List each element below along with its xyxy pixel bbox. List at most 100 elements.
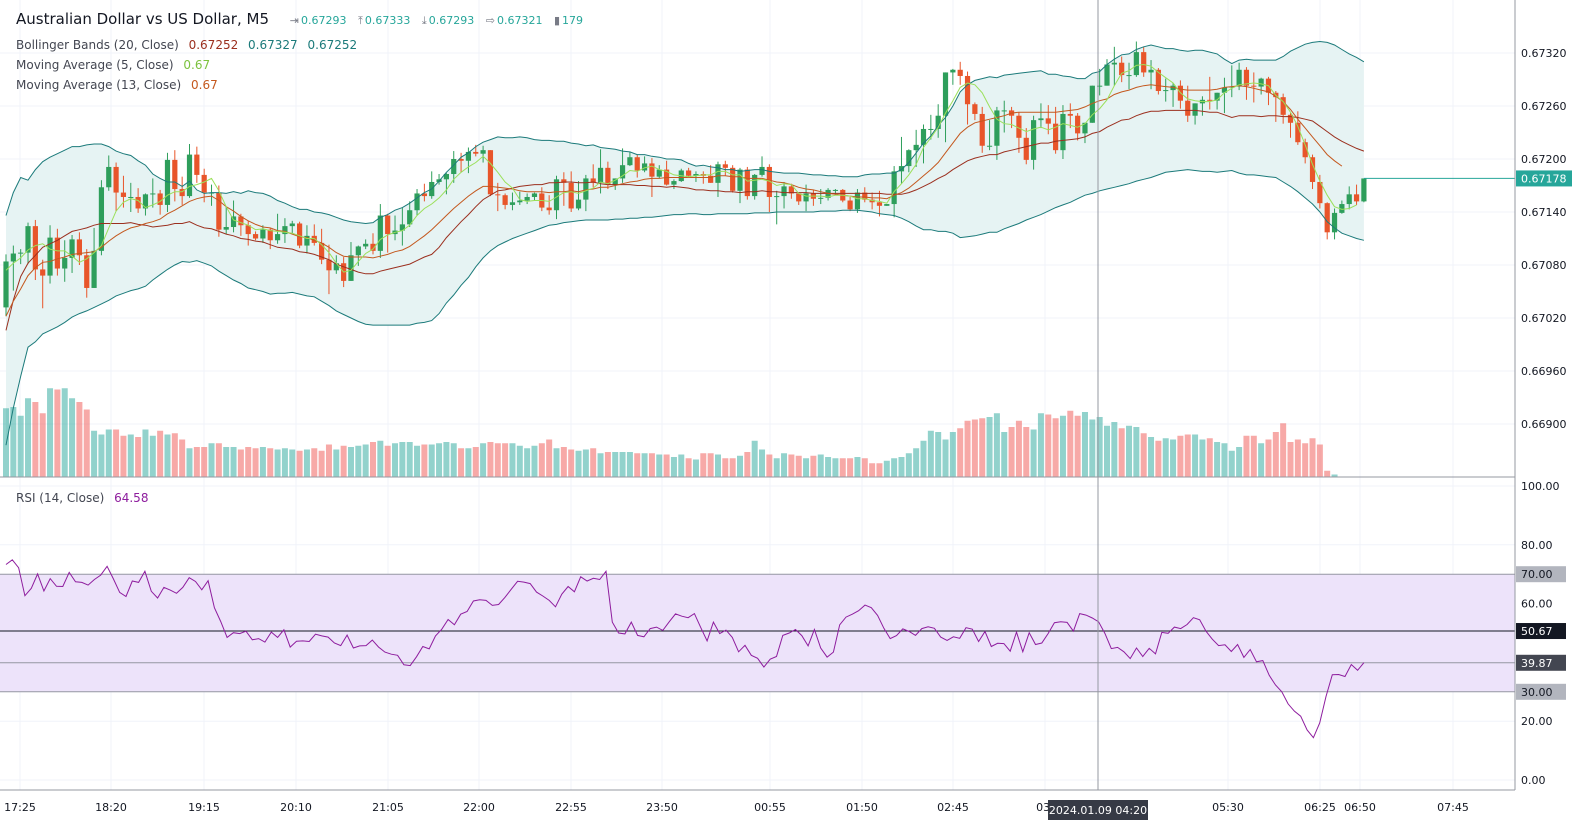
volume-bar <box>766 454 773 477</box>
candle-body <box>1016 115 1022 138</box>
candle-body <box>781 186 787 197</box>
volume-bar <box>575 450 582 477</box>
candle-body <box>1309 157 1316 182</box>
price-tick-label: 0.67080 <box>1521 259 1567 272</box>
candle-body <box>274 234 281 241</box>
volume-bar <box>1206 438 1213 477</box>
candle-body <box>730 167 736 191</box>
price-tick-label: 0.67200 <box>1521 153 1567 166</box>
volume-bar <box>1030 429 1037 477</box>
candle-body <box>142 194 149 209</box>
volume-bar <box>61 388 68 477</box>
volume-bar <box>1023 427 1030 477</box>
volume-bar <box>186 448 193 477</box>
ma13-value: 0.67 <box>191 78 218 92</box>
volume-bar <box>1148 437 1155 477</box>
rsi-tag-30-label: 30.00 <box>1521 686 1553 699</box>
volume-bar <box>384 445 391 477</box>
candle-body <box>1317 181 1323 204</box>
volume-bar <box>333 449 340 477</box>
candle-body <box>230 216 237 228</box>
volume-bar <box>1155 440 1162 477</box>
volume-bar <box>428 444 435 477</box>
volume-bar <box>1037 413 1044 477</box>
volume-bar <box>311 448 318 477</box>
time-tick-label: 02:45 <box>937 801 969 814</box>
candle-body <box>157 193 163 205</box>
volume-bar <box>1015 420 1022 477</box>
ma5-label: Moving Average (5, Close) <box>16 58 174 72</box>
volume-bar <box>1184 434 1191 477</box>
volume-bar <box>986 417 993 477</box>
price-tick-label: 0.67140 <box>1521 206 1567 219</box>
candle-body <box>304 235 310 246</box>
volume-bar <box>91 430 98 477</box>
volume-bar <box>259 447 266 477</box>
candle-body <box>1324 203 1330 233</box>
candle-body <box>311 235 317 243</box>
volume-bar <box>729 458 736 477</box>
candle-body <box>1185 100 1191 116</box>
candle-body <box>172 159 178 190</box>
volume-bar <box>670 457 677 477</box>
volume-bar <box>700 453 707 477</box>
candle-body <box>128 196 134 198</box>
ma13-legend[interactable]: Moving Average (13, Close) 0.67 <box>16 78 218 92</box>
candle-body <box>62 257 68 269</box>
volume-bar <box>759 449 766 477</box>
candle-body <box>722 164 728 168</box>
ma5-legend[interactable]: Moving Average (5, Close) 0.67 <box>16 58 210 72</box>
rsi-tag-mid-label: 50.67 <box>1521 625 1553 638</box>
candle-body <box>377 215 383 251</box>
volume-bar <box>656 454 663 477</box>
ohlc-values: ⇥ 0.67293 ⤒ 0.67333 ⤓ 0.67293 ⇨ 0.67321 ▮ 179 <box>282 14 583 27</box>
candle-body <box>245 225 251 235</box>
volume-bar <box>47 388 54 477</box>
candle-body <box>986 145 993 147</box>
rsi-tag-70-label: 70.00 <box>1521 568 1553 581</box>
volume-bar <box>237 449 244 477</box>
volume-bar <box>10 407 17 477</box>
candle-body <box>3 261 9 308</box>
candle-body <box>649 163 655 177</box>
low-value: 0.67293 <box>428 14 475 27</box>
candle-body <box>487 150 494 195</box>
rsi-tick-label: 60.00 <box>1521 598 1553 611</box>
candle-body <box>1280 97 1286 115</box>
candle-body <box>1082 122 1088 134</box>
volume-bar <box>1008 427 1015 477</box>
volume-bar <box>692 459 699 477</box>
volume-bar <box>157 430 164 477</box>
volume-bar <box>127 434 134 477</box>
volume-bar <box>230 447 237 477</box>
candle-body <box>884 204 890 206</box>
volume-bar <box>450 443 457 477</box>
candle-body <box>407 210 413 225</box>
candle-body <box>898 166 905 172</box>
candle-body <box>333 263 339 271</box>
volume-bar <box>1221 443 1228 477</box>
low-icon: ⤓ <box>421 14 427 27</box>
candle-body <box>1119 62 1125 76</box>
volume-bar <box>1170 439 1177 477</box>
price-tick-label: 0.67260 <box>1521 100 1567 113</box>
candle-body <box>106 166 112 188</box>
volume-bar <box>626 452 633 477</box>
candle-body <box>1243 69 1250 86</box>
bollinger-legend[interactable]: Bollinger Bands (20, Close) 0.67252 0.67… <box>16 38 357 52</box>
bollinger-upper-line <box>5 40 1365 225</box>
volume-bar <box>1265 439 1272 477</box>
volume-bar <box>113 429 120 477</box>
candle-body <box>1221 87 1228 93</box>
volume-bar <box>1096 417 1103 477</box>
volume-bar <box>590 448 597 477</box>
volume-bar <box>891 458 898 477</box>
volume-bar <box>392 443 399 477</box>
candle-body <box>913 144 919 151</box>
volume-bar <box>355 445 362 477</box>
volume-bar <box>957 428 964 477</box>
candle-body <box>355 246 361 256</box>
rsi-legend[interactable]: RSI (14, Close) 64.58 <box>16 491 148 505</box>
volume-bar <box>399 442 406 477</box>
